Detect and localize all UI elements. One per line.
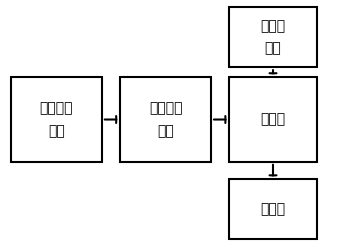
Text: 单元: 单元 [48,124,65,138]
Text: 微电网: 微电网 [260,202,286,216]
Bar [229,179,317,239]
Text: 电流控制: 电流控制 [149,101,182,115]
Bar [120,77,211,162]
Text: 电源: 电源 [265,42,281,56]
Text: 分布式: 分布式 [260,19,286,33]
Bar [229,7,317,67]
Text: 逃变器: 逃变器 [260,113,286,126]
Bar [11,77,102,162]
Bar [229,77,317,162]
Text: 同步信号: 同步信号 [40,101,73,115]
Text: 单元: 单元 [157,124,174,138]
